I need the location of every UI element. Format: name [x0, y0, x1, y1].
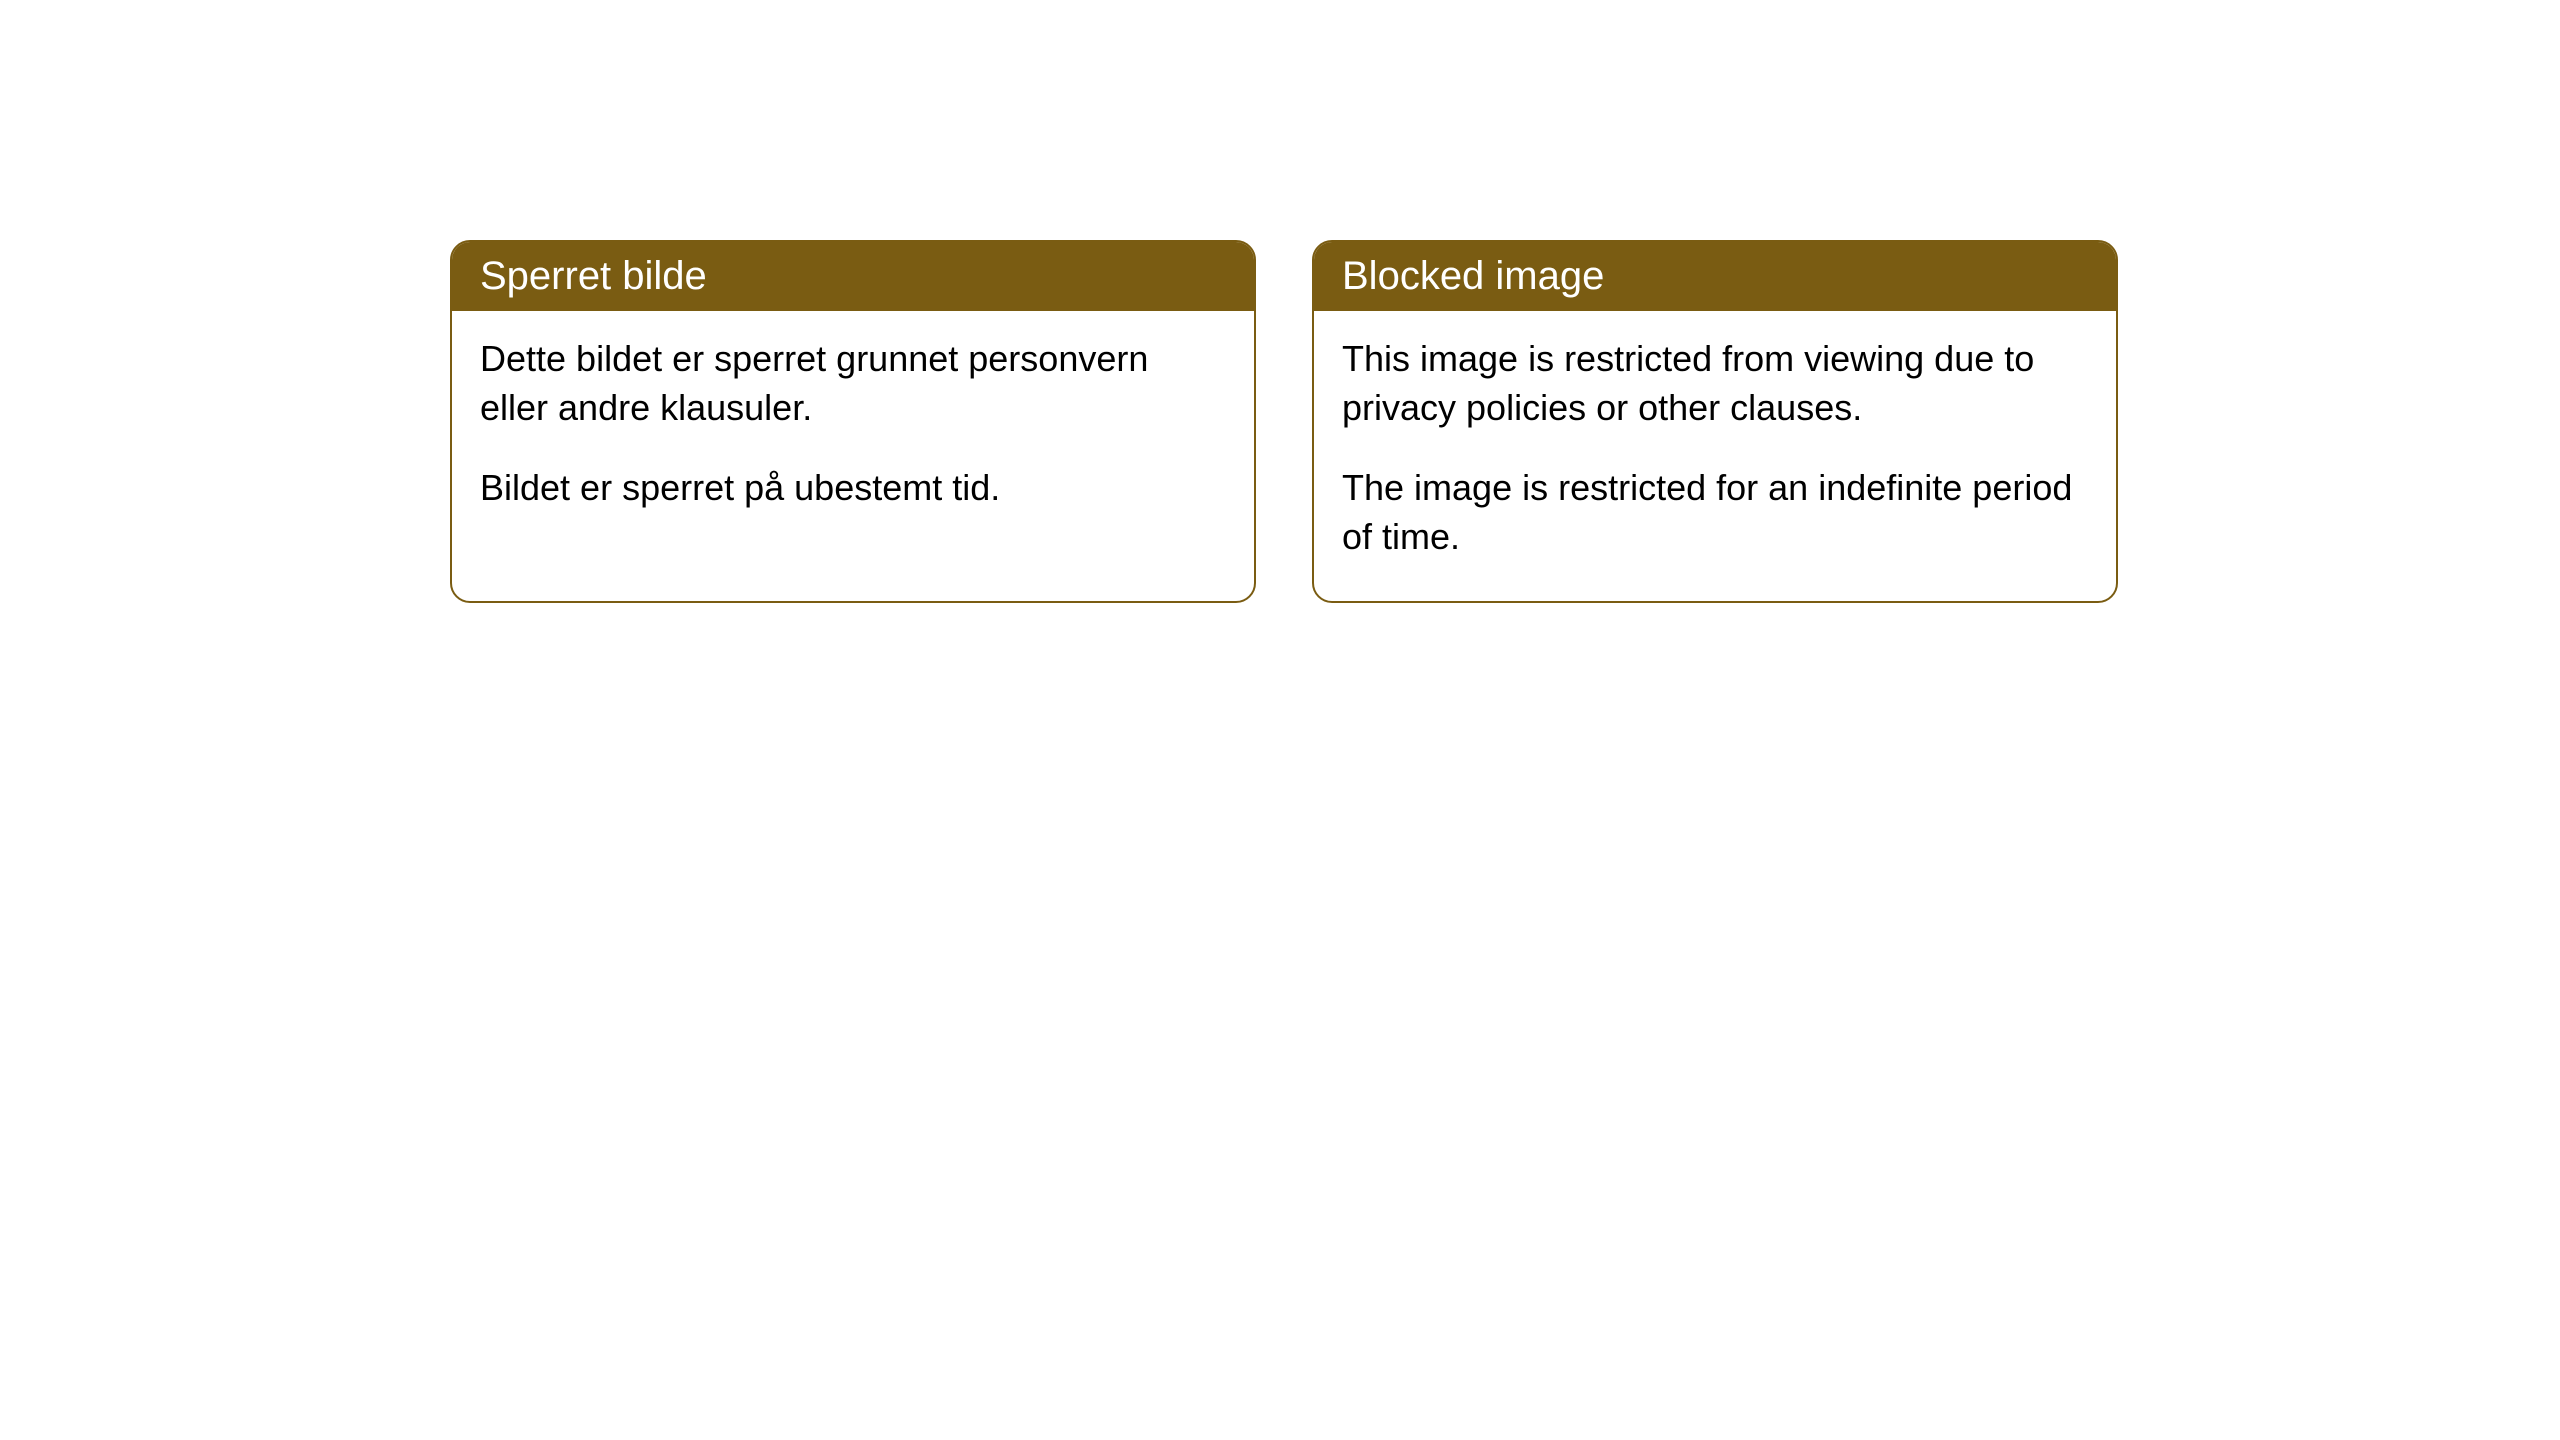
card-paragraph: Bildet er sperret på ubestemt tid. — [480, 464, 1226, 513]
card-paragraph: The image is restricted for an indefinit… — [1342, 464, 2088, 561]
card-paragraph: Dette bildet er sperret grunnet personve… — [480, 335, 1226, 432]
card-header: Blocked image — [1314, 242, 2116, 311]
card-title: Sperret bilde — [480, 254, 707, 298]
card-paragraph: This image is restricted from viewing du… — [1342, 335, 2088, 432]
card-body: Dette bildet er sperret grunnet personve… — [452, 311, 1254, 553]
notice-card-norwegian: Sperret bilde Dette bildet er sperret gr… — [450, 240, 1256, 603]
card-header: Sperret bilde — [452, 242, 1254, 311]
card-body: This image is restricted from viewing du… — [1314, 311, 2116, 601]
notice-cards-container: Sperret bilde Dette bildet er sperret gr… — [0, 0, 2560, 603]
notice-card-english: Blocked image This image is restricted f… — [1312, 240, 2118, 603]
card-title: Blocked image — [1342, 254, 1604, 298]
